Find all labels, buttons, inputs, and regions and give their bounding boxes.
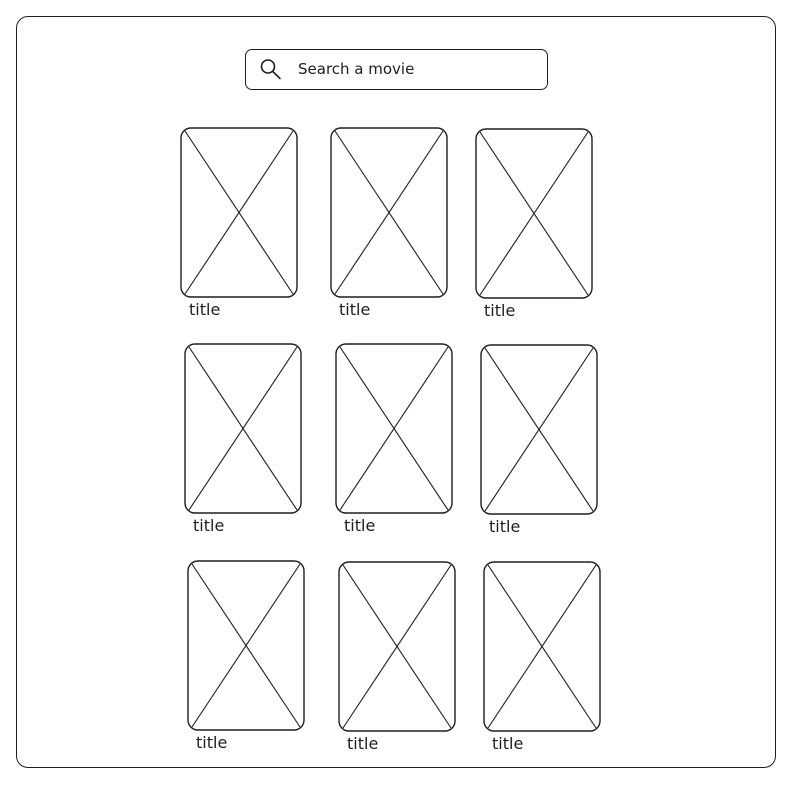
movie-title: title xyxy=(196,733,228,752)
image-placeholder-icon xyxy=(184,343,302,514)
search-bar[interactable] xyxy=(245,49,548,90)
image-placeholder-icon xyxy=(180,127,298,298)
image-placeholder-icon xyxy=(483,561,601,732)
image-placeholder-icon xyxy=(480,344,598,515)
movie-title: title xyxy=(492,734,524,753)
image-placeholder-icon xyxy=(475,128,593,299)
image-placeholder-icon xyxy=(330,127,448,298)
movie-title: title xyxy=(484,301,516,320)
search-icon xyxy=(258,57,284,83)
image-placeholder-icon xyxy=(335,343,453,514)
movie-title: title xyxy=(339,300,371,319)
app-frame xyxy=(16,16,776,768)
movie-title: title xyxy=(344,516,376,535)
search-input[interactable] xyxy=(298,56,538,82)
movie-title: title xyxy=(489,517,521,536)
movie-title: title xyxy=(347,734,379,753)
image-placeholder-icon xyxy=(338,561,456,732)
movie-title: title xyxy=(189,300,221,319)
movie-title: title xyxy=(193,516,225,535)
image-placeholder-icon xyxy=(187,560,305,731)
